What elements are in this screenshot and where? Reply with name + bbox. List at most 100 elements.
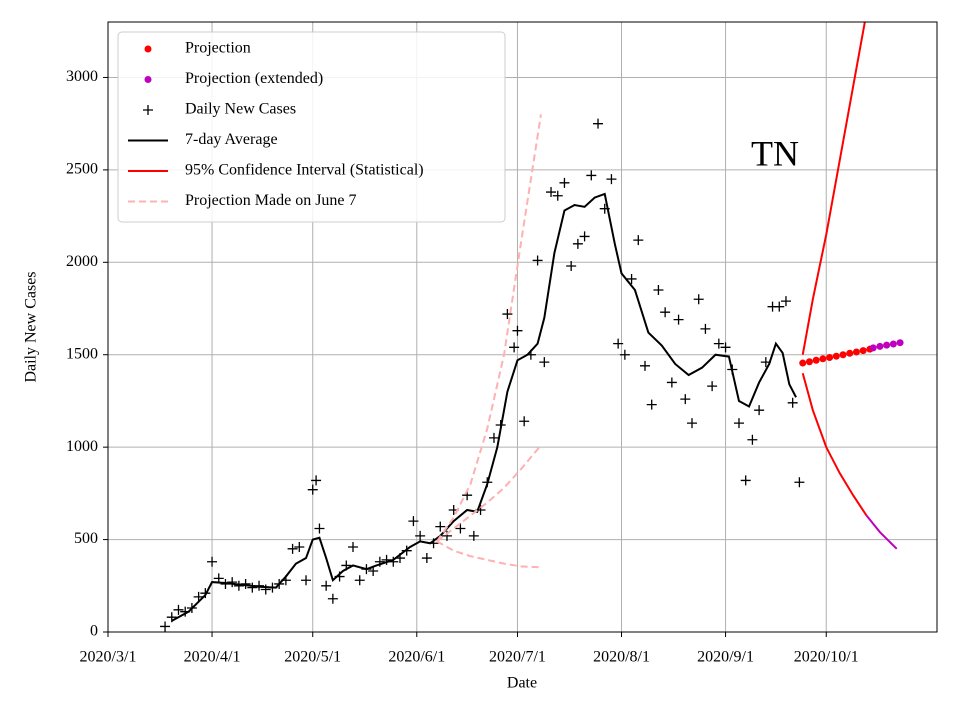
legend-marker [143, 105, 153, 115]
case-marker [301, 575, 312, 586]
case-marker [519, 416, 530, 427]
case-marker [680, 394, 691, 405]
projection-dot [852, 348, 860, 356]
case-marker [532, 255, 543, 266]
x-tick-label: 2020/5/1 [284, 649, 341, 666]
case-marker [794, 477, 805, 488]
x-tick-label: 2020/7/1 [489, 649, 546, 666]
case-marker [747, 434, 758, 445]
case-marker [193, 591, 204, 602]
legend-marker [144, 45, 152, 53]
case-marker [572, 238, 583, 249]
legend-box [117, 31, 506, 223]
case-marker [381, 554, 392, 565]
case-marker [693, 294, 704, 305]
case-marker [619, 349, 630, 360]
case-marker [502, 309, 513, 320]
case-marker [415, 530, 426, 541]
case-marker [566, 261, 577, 271]
case-marker [327, 593, 338, 604]
case-marker [740, 475, 751, 486]
legend-label: Daily New Cases [185, 101, 296, 118]
case-marker [314, 523, 325, 534]
projection-dot [869, 344, 877, 352]
case-marker [626, 273, 637, 284]
projection-dot [889, 340, 897, 348]
case-marker [307, 484, 318, 495]
x-tick-label: 2020/8/1 [593, 649, 650, 666]
case-marker [686, 418, 697, 429]
legend-label: Projection [185, 40, 251, 57]
case-marker [552, 190, 563, 201]
case-marker [787, 397, 798, 408]
line [436, 540, 542, 569]
x-tick-label: 2020/6/1 [388, 649, 445, 666]
case-marker [247, 582, 258, 593]
projection-dot [826, 354, 834, 361]
case-marker [207, 556, 218, 567]
case-marker [733, 418, 744, 429]
y-tick-label: 0 [90, 623, 98, 640]
case-marker [633, 235, 644, 246]
y-axis-label: Daily New Cases [23, 271, 40, 382]
projection-dot [832, 352, 840, 360]
projection-dot [883, 341, 891, 349]
case-marker [227, 577, 238, 588]
x-tick-label: 2020/3/1 [80, 649, 137, 666]
case-marker [321, 580, 332, 591]
case-marker [455, 523, 466, 534]
case-marker [660, 307, 671, 318]
case-marker [673, 314, 684, 325]
projection-dot [819, 355, 827, 363]
case-marker [539, 357, 550, 368]
case-marker [488, 432, 499, 443]
case-marker [579, 231, 590, 242]
y-tick-label: 1000 [66, 438, 98, 455]
case-marker [348, 541, 359, 552]
case-marker [640, 360, 651, 371]
legend-label: 95% Confidence Interval (Statistical) [185, 162, 424, 179]
case-marker [559, 177, 570, 188]
case-marker [354, 575, 365, 586]
plot-frame [107, 21, 938, 633]
line [436, 114, 542, 542]
x-tick-label: 2020/4/1 [184, 649, 241, 666]
case-marker [720, 342, 731, 353]
case-marker [421, 553, 432, 564]
case-marker [468, 530, 479, 541]
case-marker [435, 521, 446, 532]
projection-dot [839, 351, 847, 359]
projection-dot [896, 339, 904, 347]
projection-dot [799, 359, 807, 367]
line [436, 444, 542, 543]
case-marker [160, 621, 171, 632]
case-marker [646, 399, 657, 410]
annotation: TN [751, 133, 799, 173]
case-marker [173, 604, 184, 615]
y-tick-label: 1500 [66, 345, 98, 362]
case-marker [408, 516, 419, 527]
line [801, 22, 866, 355]
projection-dot [876, 342, 884, 350]
line [171, 192, 797, 622]
projection-dot [812, 356, 820, 364]
case-marker [666, 377, 677, 388]
case-marker [713, 338, 724, 349]
case-marker [593, 118, 604, 129]
legend-marker [144, 76, 152, 83]
x-axis-label: Date [507, 675, 537, 692]
case-marker [586, 170, 597, 181]
y-tick-label: 500 [74, 530, 98, 547]
case-marker [653, 285, 664, 296]
case-marker [512, 325, 523, 336]
case-marker [294, 541, 305, 552]
case-marker [780, 296, 791, 307]
y-tick-label: 3000 [66, 68, 98, 85]
y-tick-label: 2000 [66, 253, 98, 270]
case-marker [546, 187, 557, 198]
legend-label: Projection (extended) [185, 70, 323, 87]
case-marker [606, 174, 617, 185]
projection-dot [846, 349, 854, 357]
y-tick-label: 2500 [66, 161, 98, 178]
